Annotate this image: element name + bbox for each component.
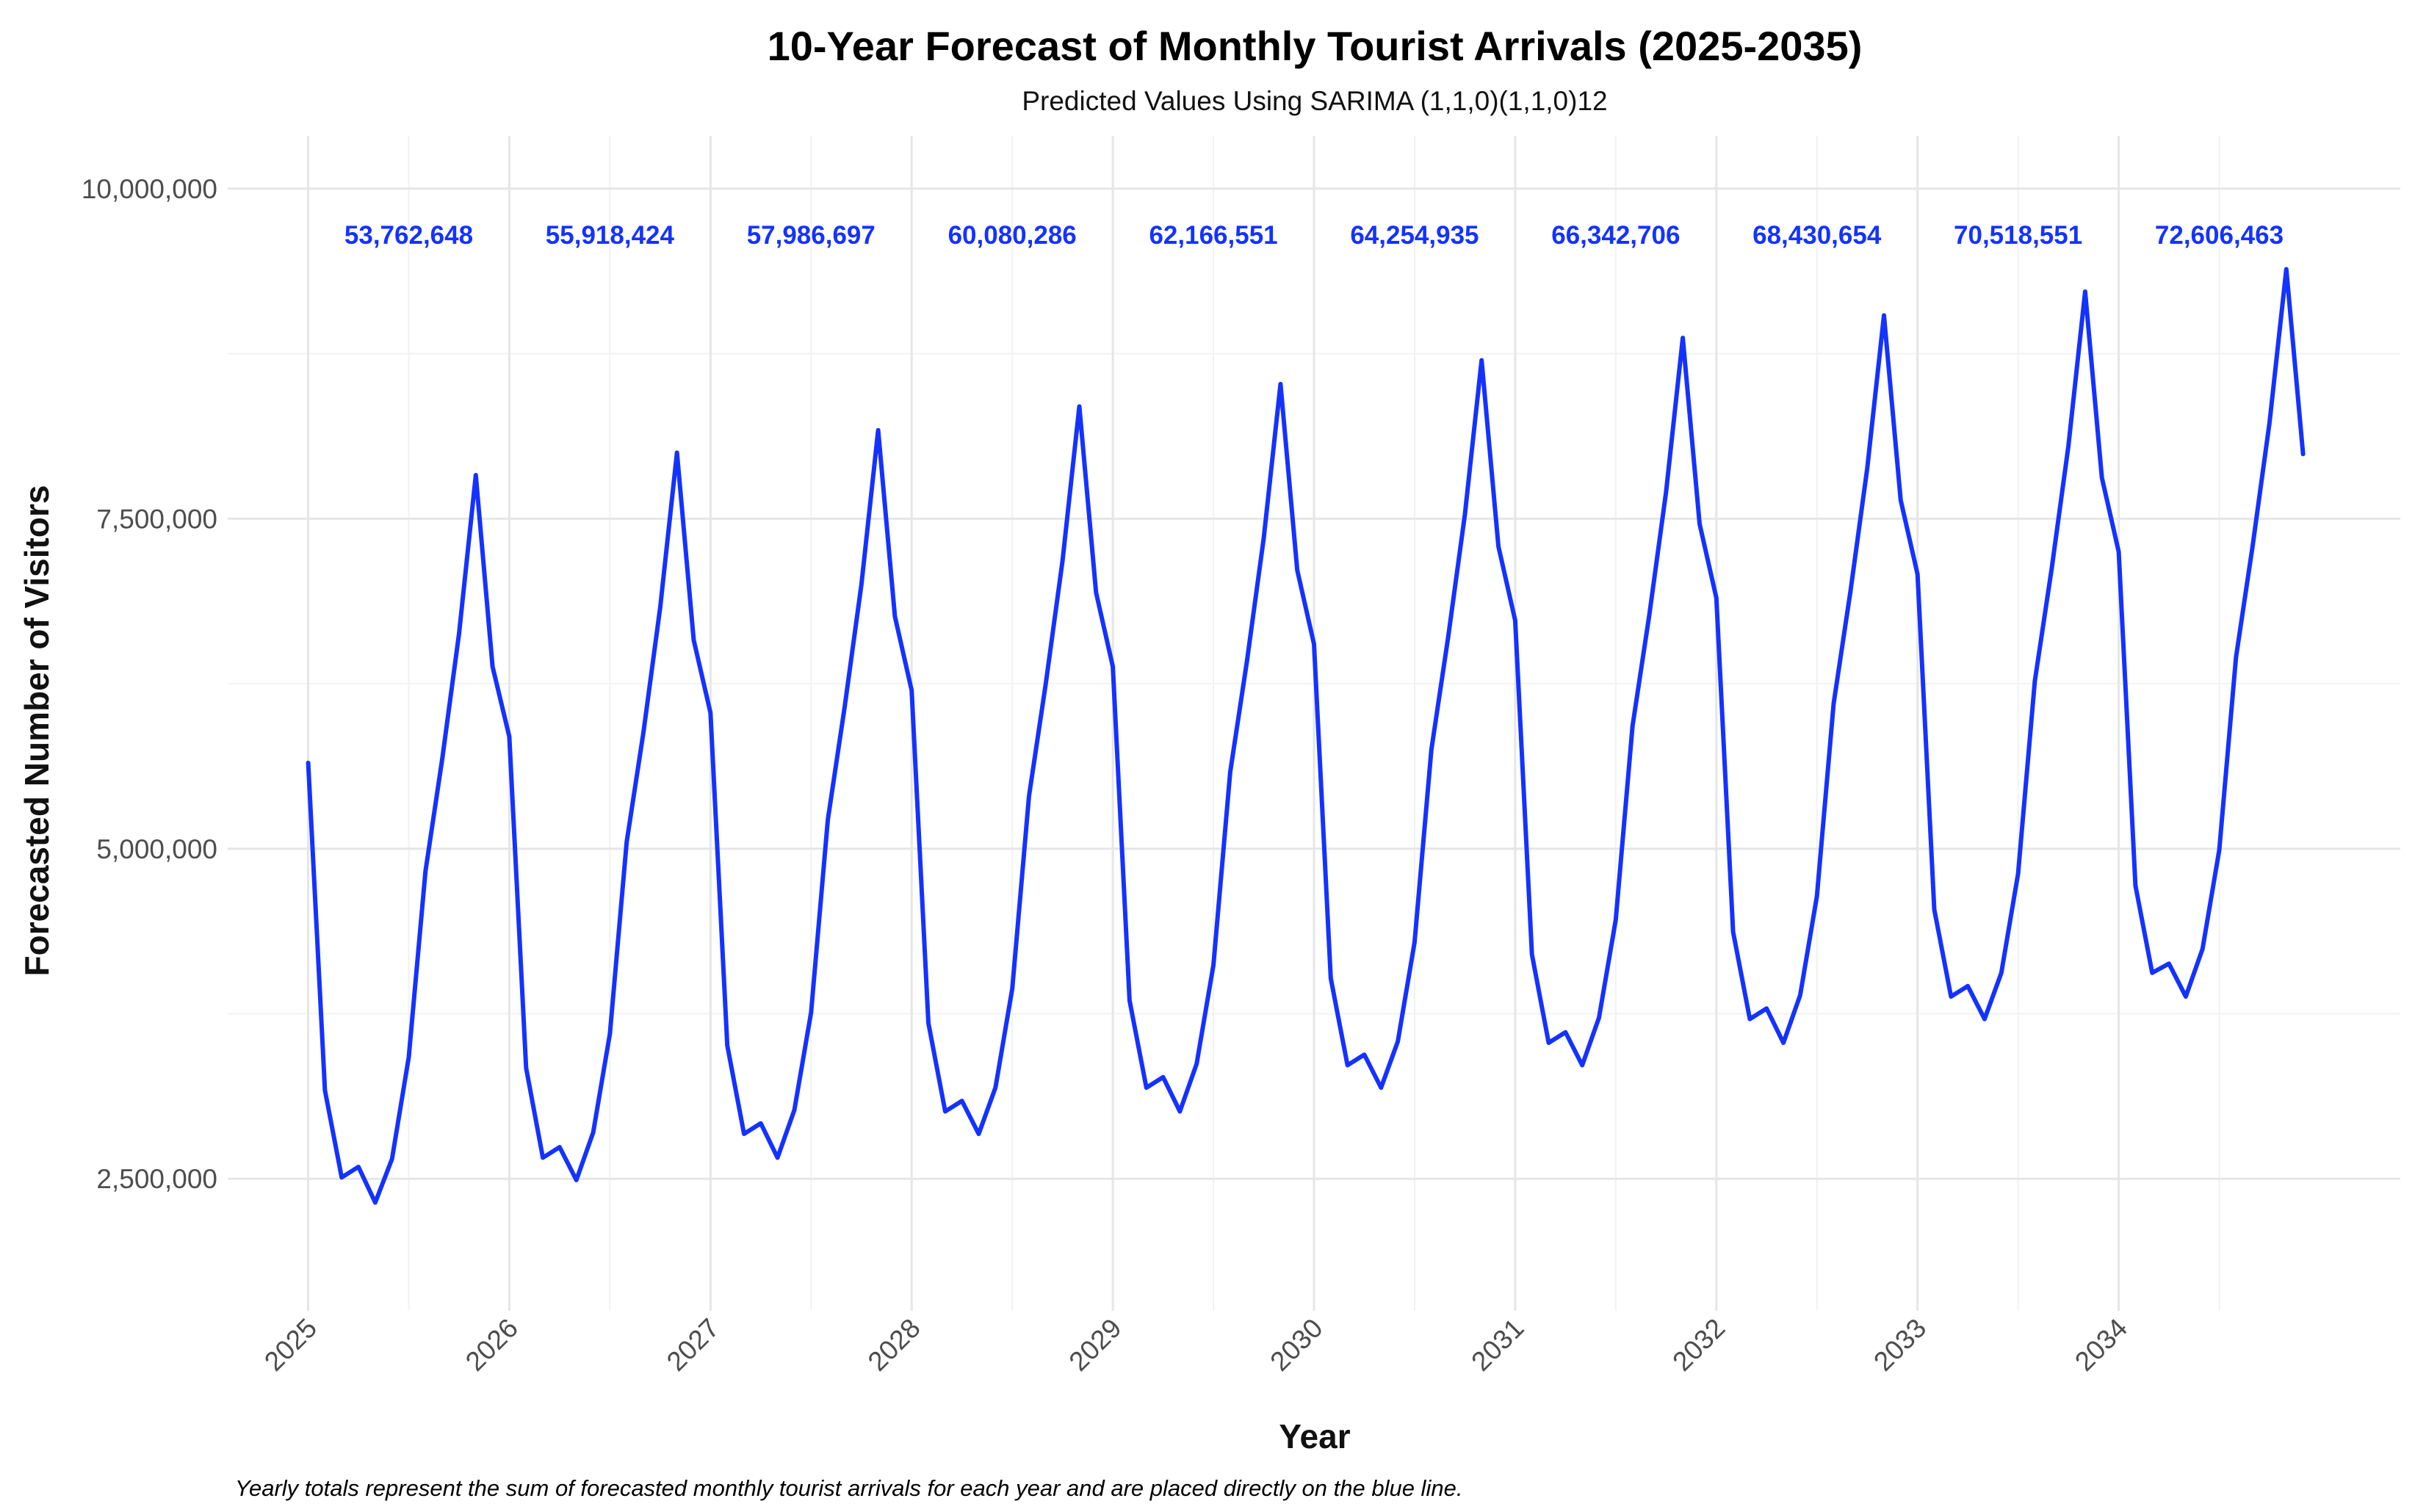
y-tick-label: 5,000,000 (96, 834, 217, 864)
y-tick-label: 7,500,000 (96, 504, 217, 534)
y-axis-title: Forecasted Number of Visitors (18, 485, 56, 977)
yearly-total-label: 72,606,463 (2155, 221, 2284, 250)
yearly-total-label: 57,986,697 (747, 221, 876, 250)
yearly-total-label: 68,430,654 (1752, 221, 1882, 250)
chart-title: 10-Year Forecast of Monthly Tourist Arri… (768, 23, 1863, 69)
data-layer (306, 267, 2306, 1205)
x-axis-title: Year (1279, 1417, 1350, 1455)
yearly-total-label: 64,254,935 (1350, 221, 1479, 250)
yearly-total-label: 55,918,424 (546, 221, 675, 250)
chart-subtitle: Predicted Values Using SARIMA (1,1,0)(1,… (1022, 86, 1607, 116)
yearly-total-label: 53,762,648 (344, 221, 473, 250)
yearly-total-label: 60,080,286 (948, 221, 1077, 250)
yearly-total-label: 66,342,706 (1551, 221, 1680, 250)
grid (228, 136, 2400, 1311)
series-line (306, 267, 2306, 1205)
y-tick-label: 2,500,000 (96, 1164, 217, 1194)
yearly-total-label: 62,166,551 (1149, 221, 1277, 250)
yearly-total-label: 70,518,551 (1954, 221, 2082, 250)
annotations: 53,762,648 55,918,424 57,986,697 60,080,286… (344, 221, 2284, 250)
chart-caption: Yearly totals represent the sum of forec… (235, 1475, 1462, 1501)
y-tick-label: 10,000,000 (82, 174, 217, 204)
